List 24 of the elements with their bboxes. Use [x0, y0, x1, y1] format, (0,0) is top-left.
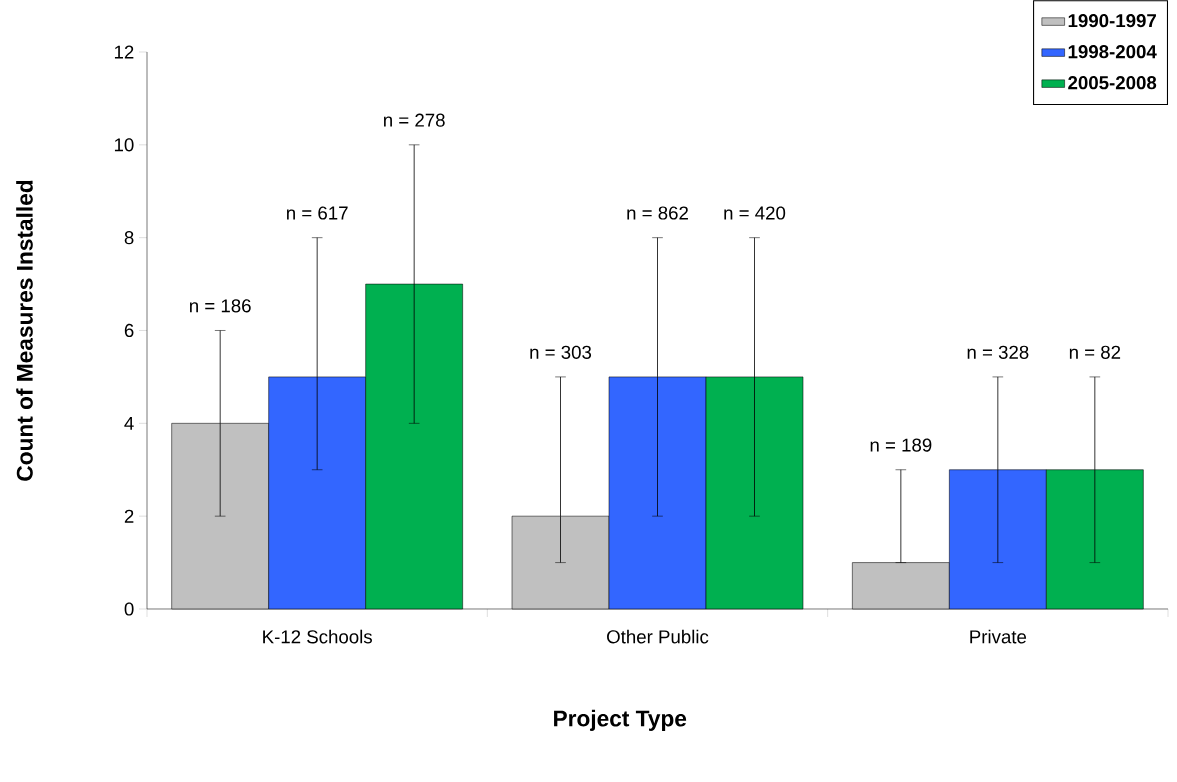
legend-label: 1998-2004	[1068, 45, 1157, 59]
annotation: n = 303	[530, 345, 592, 359]
annotation: n = 189	[870, 438, 932, 452]
y-tick-label: 8	[124, 231, 134, 245]
annotation: n = 278	[384, 113, 445, 127]
annotation: n = 82	[1069, 345, 1121, 359]
y-axis-title: Count of Measures Installed	[16, 180, 33, 481]
x-axis-title: Project Type	[554, 709, 687, 731]
annotation: n = 328	[967, 345, 1029, 359]
legend-label: 1990-1997	[1068, 14, 1156, 28]
annotation: n = 420	[724, 206, 786, 220]
annotation: n = 186	[190, 299, 251, 313]
y-tick-label: 10	[114, 138, 134, 152]
y-tick-label: 0	[124, 602, 134, 616]
x-tick-label: Private	[970, 629, 1027, 644]
y-tick-label: 12	[114, 45, 134, 59]
y-tick-label: 2	[124, 509, 134, 523]
legend-label: 2005-2008	[1068, 76, 1157, 90]
y-tick-label: 4	[124, 416, 134, 430]
x-tick-label: Other Public	[607, 629, 709, 644]
x-tick-label: K-12 Schools	[263, 629, 372, 644]
y-tick-label: 6	[124, 323, 134, 338]
annotation: n = 862	[627, 206, 688, 220]
annotation: n = 617	[287, 206, 348, 220]
